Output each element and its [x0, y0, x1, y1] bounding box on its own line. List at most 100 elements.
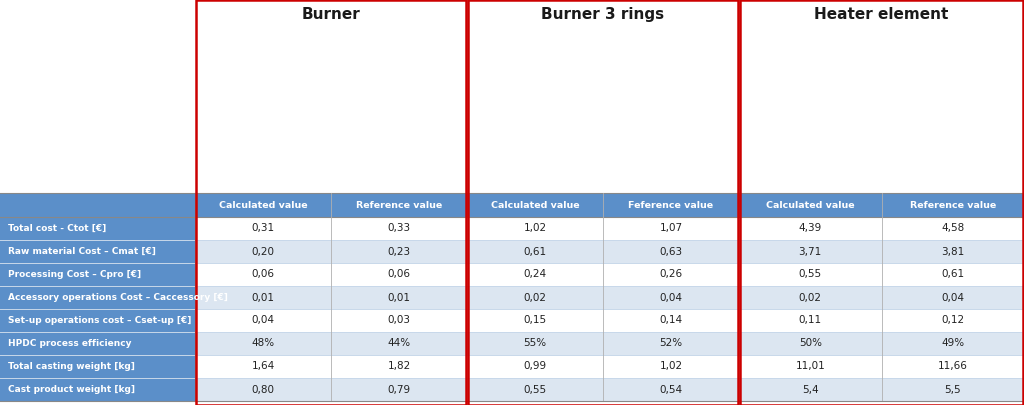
Text: Reference value: Reference value: [356, 200, 442, 209]
Text: 0,11: 0,11: [799, 315, 822, 326]
Bar: [467, 378, 603, 401]
Text: 0,33: 0,33: [387, 224, 411, 234]
Text: Raw material Cost – Cmat [€]: Raw material Cost – Cmat [€]: [8, 247, 156, 256]
Text: 0,06: 0,06: [252, 269, 274, 279]
Text: 0,63: 0,63: [659, 247, 683, 256]
Text: 0,02: 0,02: [523, 292, 547, 303]
Text: 4,39: 4,39: [799, 224, 822, 234]
Text: 0,54: 0,54: [659, 384, 683, 394]
Bar: [195, 309, 331, 332]
Text: 0,61: 0,61: [941, 269, 965, 279]
Bar: [739, 355, 882, 378]
Text: 0,55: 0,55: [523, 384, 547, 394]
Text: 0,04: 0,04: [941, 292, 965, 303]
Bar: [331, 286, 467, 309]
Bar: [331, 309, 467, 332]
Bar: [331, 217, 467, 240]
Text: 0,04: 0,04: [252, 315, 274, 326]
Text: Feference value: Feference value: [629, 200, 714, 209]
Bar: [0, 193, 1024, 217]
Text: 55%: 55%: [523, 339, 547, 348]
Text: Burner: Burner: [302, 7, 360, 22]
Text: 48%: 48%: [252, 339, 274, 348]
Bar: [0, 332, 195, 355]
Bar: [331, 240, 467, 263]
Bar: [0, 240, 195, 263]
Text: 0,20: 0,20: [252, 247, 274, 256]
Text: Total casting weight [kg]: Total casting weight [kg]: [8, 362, 135, 371]
Text: HPDC process efficiency: HPDC process efficiency: [8, 339, 131, 348]
Text: Accessory operations Cost – Caccessory [€]: Accessory operations Cost – Caccessory […: [8, 293, 228, 302]
Text: Burner 3 rings: Burner 3 rings: [542, 7, 665, 22]
Bar: [467, 263, 603, 286]
Bar: [467, 309, 603, 332]
Text: 0,03: 0,03: [387, 315, 411, 326]
Bar: [882, 309, 1024, 332]
Bar: [195, 240, 331, 263]
Text: 0,01: 0,01: [387, 292, 411, 303]
Text: 1,07: 1,07: [659, 224, 683, 234]
Text: 44%: 44%: [387, 339, 411, 348]
Text: 0,12: 0,12: [941, 315, 965, 326]
Text: 0,06: 0,06: [387, 269, 411, 279]
Bar: [739, 263, 882, 286]
Bar: [0, 0, 1024, 193]
Bar: [468, 0, 738, 405]
Bar: [882, 263, 1024, 286]
Text: Heater element: Heater element: [814, 7, 948, 22]
Text: Calculated value: Calculated value: [219, 200, 307, 209]
Bar: [0, 355, 195, 378]
Bar: [0, 286, 195, 309]
Bar: [739, 378, 882, 401]
Text: 5,5: 5,5: [944, 384, 962, 394]
Bar: [467, 217, 603, 240]
Text: 11,66: 11,66: [938, 362, 968, 371]
Bar: [195, 378, 331, 401]
Bar: [467, 355, 603, 378]
Bar: [739, 286, 882, 309]
Bar: [196, 0, 466, 405]
Text: 5,4: 5,4: [802, 384, 818, 394]
Bar: [467, 240, 603, 263]
Bar: [195, 355, 331, 378]
Bar: [739, 240, 882, 263]
Text: Cast product weight [kg]: Cast product weight [kg]: [8, 385, 135, 394]
Text: 0,99: 0,99: [523, 362, 547, 371]
Bar: [739, 309, 882, 332]
Bar: [467, 332, 603, 355]
Bar: [331, 263, 467, 286]
Text: 0,80: 0,80: [252, 384, 274, 394]
Text: 0,23: 0,23: [387, 247, 411, 256]
Text: 1,02: 1,02: [659, 362, 683, 371]
Text: 0,14: 0,14: [659, 315, 683, 326]
Text: 0,61: 0,61: [523, 247, 547, 256]
Text: 0,04: 0,04: [659, 292, 683, 303]
Text: Calculated value: Calculated value: [490, 200, 580, 209]
Bar: [603, 309, 739, 332]
Bar: [0, 309, 195, 332]
Bar: [882, 355, 1024, 378]
Bar: [882, 286, 1024, 309]
Bar: [739, 332, 882, 355]
Bar: [603, 263, 739, 286]
Text: 3,71: 3,71: [799, 247, 822, 256]
Text: Calculated value: Calculated value: [766, 200, 855, 209]
Text: Processing Cost – Cpro [€]: Processing Cost – Cpro [€]: [8, 270, 141, 279]
Text: 0,01: 0,01: [252, 292, 274, 303]
Text: 49%: 49%: [941, 339, 965, 348]
Bar: [603, 217, 739, 240]
Text: Set-up operations cost – Cset-up [€]: Set-up operations cost – Cset-up [€]: [8, 316, 191, 325]
Text: 1,64: 1,64: [251, 362, 274, 371]
Bar: [331, 355, 467, 378]
Bar: [0, 217, 195, 240]
Bar: [739, 217, 882, 240]
Bar: [603, 355, 739, 378]
Text: 0,15: 0,15: [523, 315, 547, 326]
Bar: [195, 263, 331, 286]
Text: 50%: 50%: [799, 339, 821, 348]
Bar: [603, 332, 739, 355]
Bar: [882, 378, 1024, 401]
Text: 0,26: 0,26: [659, 269, 683, 279]
Text: 1,02: 1,02: [523, 224, 547, 234]
Text: 4,58: 4,58: [941, 224, 965, 234]
